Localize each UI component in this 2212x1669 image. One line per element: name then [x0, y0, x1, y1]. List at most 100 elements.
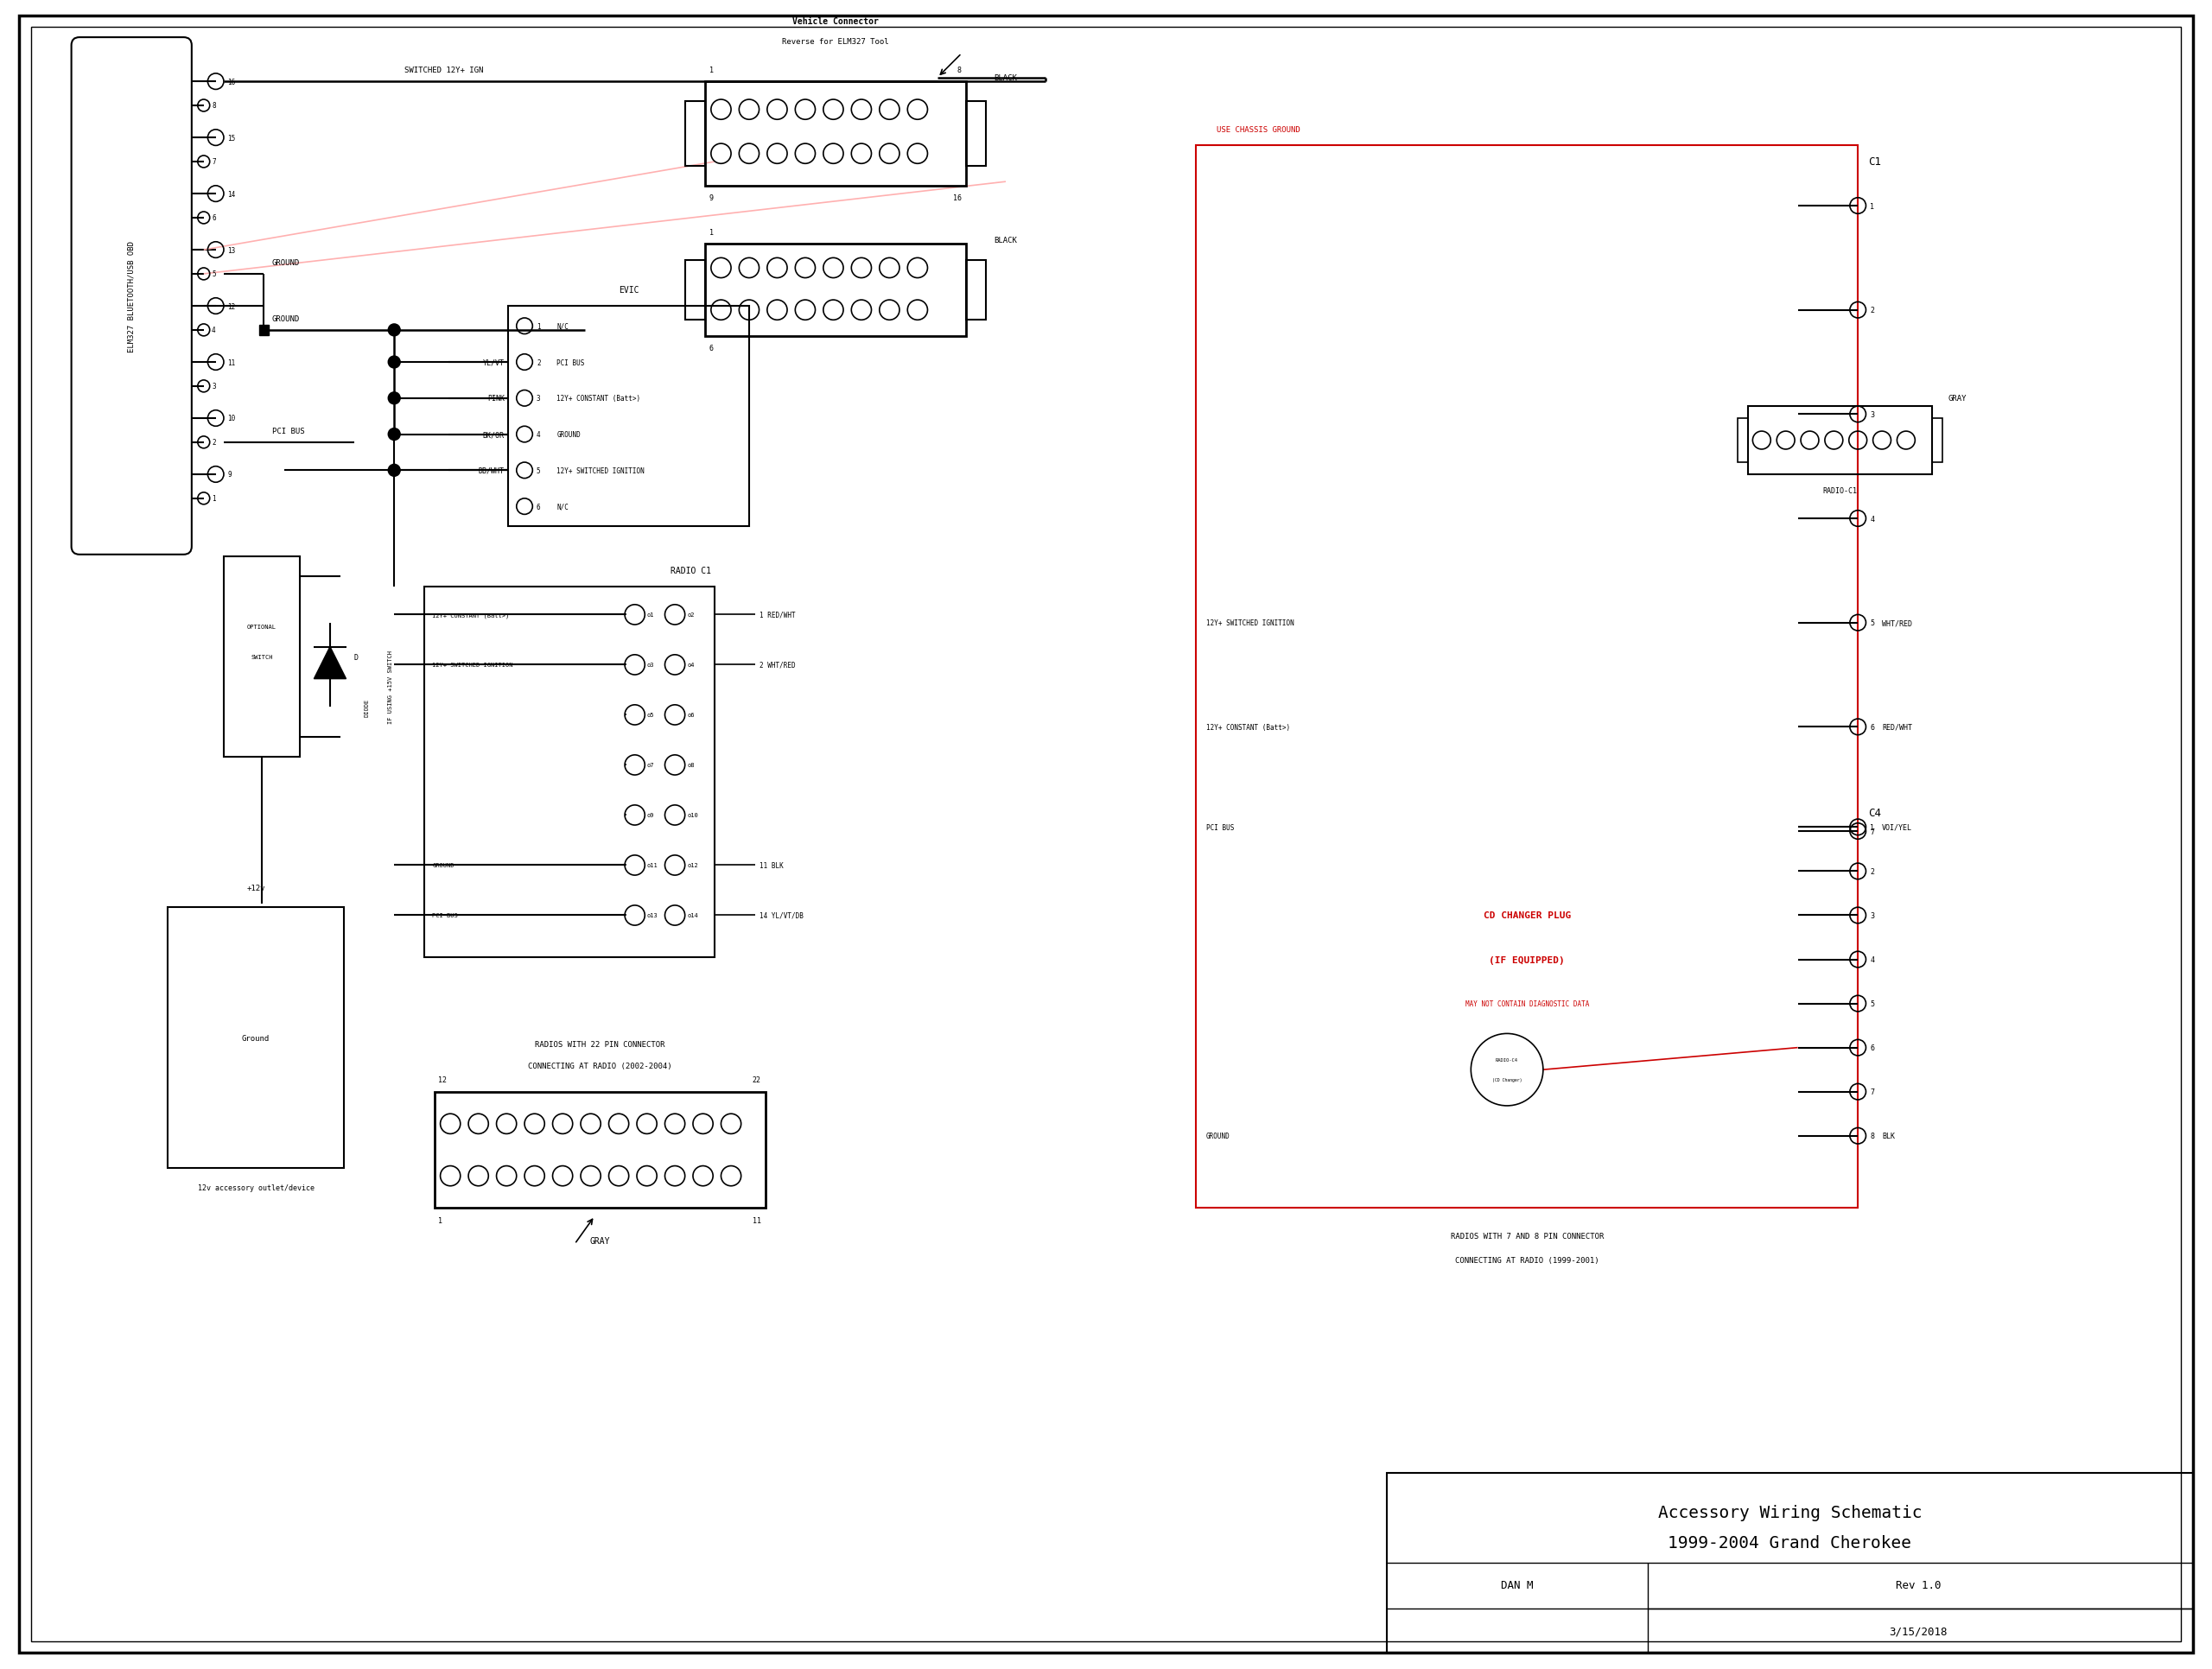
Text: 2: 2 [1869, 307, 1874, 314]
Text: 4: 4 [538, 431, 540, 439]
Text: 12Y+ CONSTANT (Batt>): 12Y+ CONSTANT (Batt>) [557, 396, 641, 402]
Text: 1999-2004 Grand Cherokee: 1999-2004 Grand Cherokee [1668, 1534, 1911, 1551]
Circle shape [387, 324, 400, 337]
Text: 1: 1 [1869, 202, 1874, 210]
Text: RADIO C1: RADIO C1 [670, 566, 710, 576]
Text: 6: 6 [710, 344, 712, 352]
Text: 11: 11 [752, 1217, 761, 1223]
Text: 16: 16 [228, 78, 237, 87]
Bar [967, 102, 987, 167]
Text: 13: 13 [228, 247, 237, 254]
Text: 9: 9 [228, 471, 232, 479]
Text: PINK: PINK [487, 396, 504, 402]
Text: 8: 8 [1869, 1132, 1874, 1140]
Text: 4: 4 [1869, 516, 1874, 522]
Text: 16: 16 [953, 194, 962, 202]
Circle shape [387, 357, 400, 369]
Text: o8: o8 [688, 763, 695, 768]
Text: 6: 6 [212, 215, 217, 222]
Text: GROUND: GROUND [272, 315, 301, 322]
Text: 15: 15 [228, 135, 237, 142]
Text: DIODE: DIODE [365, 698, 369, 716]
Bar [686, 102, 706, 167]
FancyBboxPatch shape [71, 38, 192, 556]
Text: BK/OR: BK/OR [482, 431, 504, 439]
Bar [1387, 1472, 2192, 1652]
Text: CD CHANGER PLUG: CD CHANGER PLUG [1484, 911, 1571, 920]
Text: 2: 2 [1869, 868, 1874, 876]
Text: BLACK: BLACK [993, 237, 1018, 244]
Polygon shape [314, 648, 345, 679]
Text: ELM327 BLUETOOTH/USB OBD: ELM327 BLUETOOTH/USB OBD [128, 240, 135, 352]
Text: EVIC: EVIC [619, 285, 639, 294]
Bar [706, 244, 967, 337]
Text: DAN M: DAN M [1500, 1579, 1533, 1591]
Text: CONNECTING AT RADIO (1999-2001): CONNECTING AT RADIO (1999-2001) [1455, 1257, 1599, 1263]
Text: 3: 3 [1869, 411, 1874, 419]
Text: RADIOS WITH 7 AND 8 PIN CONNECTOR: RADIOS WITH 7 AND 8 PIN CONNECTOR [1451, 1232, 1604, 1240]
Text: 11: 11 [228, 359, 237, 367]
Text: GRAY: GRAY [1949, 396, 1966, 402]
Text: 7: 7 [1869, 1088, 1874, 1097]
Bar [1747, 407, 1931, 476]
Text: PCI BUS: PCI BUS [272, 427, 305, 436]
Text: 5: 5 [1869, 619, 1874, 628]
Text: 2 WHT/RED: 2 WHT/RED [759, 661, 794, 669]
Text: o12: o12 [688, 863, 699, 868]
Text: 1: 1 [438, 1217, 442, 1223]
Text: +12v: +12v [246, 885, 265, 891]
Text: RADIO-C1: RADIO-C1 [1823, 487, 1858, 494]
Text: C1: C1 [1867, 157, 1880, 167]
Text: 1: 1 [1869, 823, 1874, 831]
Text: SWITCH: SWITCH [250, 654, 272, 659]
Text: 7: 7 [212, 159, 217, 167]
Text: 12v accessory outlet/device: 12v accessory outlet/device [197, 1183, 314, 1192]
Text: o1: o1 [646, 613, 655, 618]
Text: 12Y+ CONSTANT (Batt>): 12Y+ CONSTANT (Batt>) [431, 613, 509, 618]
Text: PCI BUS: PCI BUS [1206, 823, 1234, 831]
Text: RED/WHT: RED/WHT [1882, 723, 1911, 731]
Text: RADIOS WITH 22 PIN CONNECTOR: RADIOS WITH 22 PIN CONNECTOR [535, 1040, 666, 1048]
Text: 9: 9 [710, 194, 712, 202]
Text: 3: 3 [212, 382, 217, 391]
Text: 1: 1 [538, 322, 540, 330]
Text: o2: o2 [688, 613, 695, 618]
Text: GROUND: GROUND [431, 863, 453, 868]
Bar [706, 82, 967, 187]
Text: VOI/YEL: VOI/YEL [1882, 823, 1911, 831]
Text: 1 RED/WHT: 1 RED/WHT [759, 611, 794, 619]
Text: 8: 8 [212, 102, 217, 110]
Text: 12Y+ SWITCHED IGNITION: 12Y+ SWITCHED IGNITION [431, 663, 513, 668]
Text: 7: 7 [1869, 828, 1874, 836]
Text: C4: C4 [1867, 808, 1880, 819]
Text: o14: o14 [688, 913, 699, 918]
Text: Accessory Wiring Schematic: Accessory Wiring Schematic [1657, 1504, 1922, 1520]
Text: o6: o6 [688, 713, 695, 718]
Text: GROUND: GROUND [272, 259, 301, 267]
Text: 1: 1 [212, 496, 217, 502]
Text: o9: o9 [646, 813, 655, 818]
Bar [259, 325, 270, 335]
Text: 5: 5 [212, 270, 217, 279]
Text: 5: 5 [538, 467, 540, 474]
Bar [223, 557, 301, 758]
Text: N/C: N/C [557, 502, 568, 511]
Text: PCI BUS: PCI BUS [557, 359, 584, 367]
Text: 2: 2 [212, 439, 217, 447]
Text: 14 YL/VT/DB: 14 YL/VT/DB [759, 911, 803, 920]
Text: 12Y+ SWITCHED IGNITION: 12Y+ SWITCHED IGNITION [557, 467, 644, 474]
Text: 1: 1 [710, 67, 712, 73]
Text: 2: 2 [538, 359, 540, 367]
Text: 12Y+ SWITCHED IGNITION: 12Y+ SWITCHED IGNITION [1206, 619, 1294, 628]
Text: IF USING +15V SWITCH: IF USING +15V SWITCH [387, 651, 394, 724]
Text: PCI BUS: PCI BUS [431, 913, 458, 918]
Text: USE CHASSIS GROUND: USE CHASSIS GROUND [1217, 127, 1301, 134]
Text: Rev 1.0: Rev 1.0 [1896, 1579, 1940, 1591]
Text: 22: 22 [752, 1077, 761, 1083]
Text: MAY NOT CONTAIN DIAGNOSTIC DATA: MAY NOT CONTAIN DIAGNOSTIC DATA [1464, 1000, 1588, 1008]
Text: 12: 12 [228, 302, 237, 310]
Bar [686, 260, 706, 320]
Circle shape [387, 392, 400, 404]
Text: 11 BLK: 11 BLK [759, 861, 783, 870]
Text: o11: o11 [646, 863, 657, 868]
